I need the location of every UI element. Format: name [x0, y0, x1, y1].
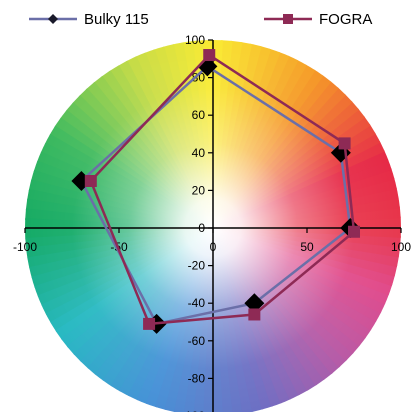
x-tick-label: 50: [300, 240, 314, 254]
y-tick-label: -80: [188, 371, 206, 385]
legend-label-fogra: FOGRA: [319, 10, 373, 28]
y-tick-label: -60: [188, 334, 206, 348]
color-wheel-background: [25, 40, 401, 412]
legend-label-bulky: Bulky 115: [84, 10, 149, 28]
y-tick-label: 40: [192, 146, 206, 160]
series-fogra: [84, 49, 360, 330]
y-tick-label: 60: [192, 108, 206, 122]
x-tick-label: -100: [13, 240, 37, 254]
y-tick-label: -20: [188, 259, 206, 273]
y-tick-label: -100: [181, 409, 205, 412]
data-point: [348, 225, 360, 238]
y-tick-label: 20: [192, 183, 206, 197]
legend-marker-bulky-icon: [29, 14, 77, 24]
data-point: [244, 293, 265, 314]
legend-item-fogra: FOGRA: [263, 6, 372, 32]
data-point: [143, 317, 156, 330]
legend-item-bulky: Bulky 115: [28, 6, 149, 32]
y-tick-label: 80: [192, 71, 206, 85]
data-point: [338, 137, 351, 150]
data-point: [203, 49, 216, 62]
data-point: [84, 175, 97, 187]
y-tick-label: 0: [198, 221, 205, 235]
y-tick-label: -40: [188, 296, 206, 310]
y-tick-label: 100: [185, 33, 205, 47]
x-tick-label: 100: [391, 240, 411, 254]
x-tick-label: 0: [210, 240, 217, 254]
data-point: [248, 308, 261, 321]
legend-marker-fogra-icon: [264, 14, 312, 24]
